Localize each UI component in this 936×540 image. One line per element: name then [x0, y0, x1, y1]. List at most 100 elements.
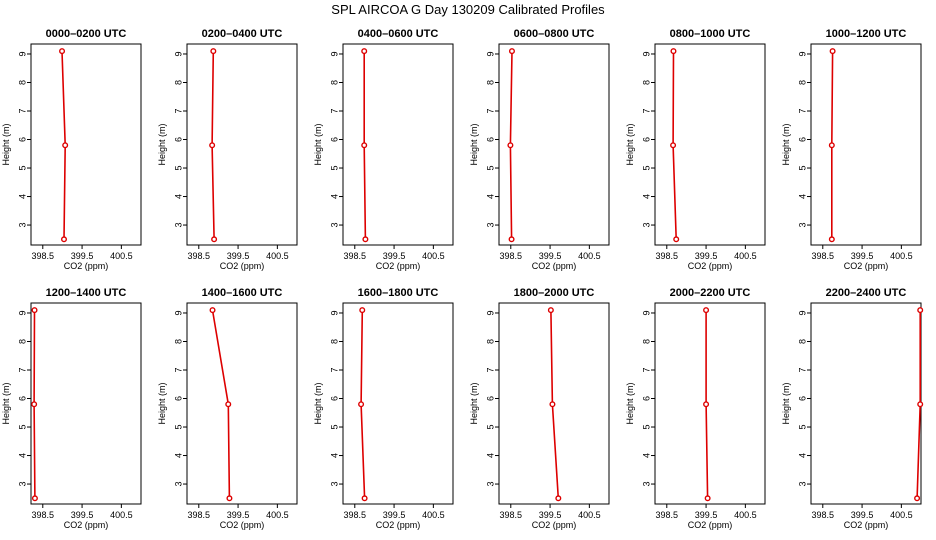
x-tick-label: 400.5: [422, 251, 445, 261]
x-tick-label: 399.5: [227, 251, 250, 261]
panel-title: 1200–1400 UTC: [46, 287, 127, 299]
plot-frame: [342, 43, 454, 246]
data-point: [670, 48, 677, 55]
x-tick-label: 399.5: [851, 510, 874, 520]
y-tick-label: 4: [329, 453, 339, 458]
data-point: [31, 495, 38, 502]
chart-panel-6: 1200–1400 UTC 398.5 399.5 400.5 3 4 5 6 7 8 9 CO2 (…: [1, 287, 142, 530]
y-tick-label: 6: [797, 396, 807, 401]
y-tick-label: 3: [485, 223, 495, 228]
x-tick-label: 399.5: [851, 251, 874, 261]
y-tick-label: 9: [17, 51, 27, 56]
chart-panel-7: 1400–1600 UTC 398.5 399.5 400.5 3 4 5 6 7 8 9 CO2 (…: [157, 287, 298, 530]
y-tick-label: 3: [797, 223, 807, 228]
y-axis-label: Height (m): [157, 382, 167, 424]
panel-title: 1600–1800 UTC: [358, 287, 439, 299]
data-point: [547, 307, 554, 314]
plot-frame: [30, 302, 142, 505]
chart-panel-10: 2000–2200 UTC 398.5 399.5 400.5 3 4 5 6 7 8 9 CO2 (…: [625, 287, 766, 530]
y-tick-label: 3: [17, 223, 27, 228]
chart-panel-0: 0000–0200 UTC 398.5 399.5 400.5 3 4 5 6 7 8 9 CO2 (…: [1, 28, 142, 271]
y-axis-label: Height (m): [313, 382, 323, 424]
chart-panel-9: 1800–2000 UTC 398.5 399.5 400.5 3 4 5 6 7 8 9 CO2 (…: [469, 287, 610, 530]
data-point: [361, 48, 368, 55]
y-axis-label: Height (m): [781, 123, 791, 165]
y-tick-label: 9: [329, 310, 339, 315]
x-tick-label: 399.5: [383, 251, 406, 261]
data-point: [211, 236, 218, 243]
y-tick-label: 3: [329, 223, 339, 228]
y-tick-label: 5: [329, 166, 339, 171]
data-point: [361, 142, 368, 149]
panel-title: 1000–1200 UTC: [826, 28, 907, 40]
y-tick-label: 9: [797, 51, 807, 56]
panel-title: 2200–2400 UTC: [826, 287, 907, 299]
data-point: [917, 401, 924, 408]
y-tick-label: 8: [17, 80, 27, 85]
x-tick-label: 399.5: [71, 251, 94, 261]
x-tick-label: 398.5: [32, 510, 55, 520]
y-tick-label: 4: [17, 194, 27, 199]
x-axis-label: CO2 (ppm): [220, 261, 265, 271]
y-axis-label: Height (m): [625, 123, 635, 165]
x-tick-label: 400.5: [734, 510, 757, 520]
y-tick-label: 7: [797, 367, 807, 372]
y-tick-label: 6: [329, 137, 339, 142]
y-tick-label: 7: [17, 108, 27, 113]
y-axis-label: Height (m): [469, 123, 479, 165]
x-tick-label: 400.5: [110, 251, 133, 261]
x-tick-label: 398.5: [656, 251, 679, 261]
data-point: [829, 48, 836, 55]
panel-title: 0000–0200 UTC: [46, 28, 127, 40]
y-tick-label: 4: [485, 194, 495, 199]
data-point: [362, 236, 369, 243]
plot-frame: [810, 43, 922, 246]
data-point: [508, 236, 515, 243]
x-axis-label: CO2 (ppm): [64, 261, 109, 271]
x-tick-label: 399.5: [227, 510, 250, 520]
y-tick-label: 7: [329, 367, 339, 372]
y-tick-label: 8: [641, 339, 651, 344]
y-axis-label: Height (m): [313, 123, 323, 165]
y-tick-label: 6: [17, 137, 27, 142]
y-tick-label: 7: [641, 108, 651, 113]
y-tick-label: 6: [329, 396, 339, 401]
y-axis-label: Height (m): [781, 382, 791, 424]
data-point: [359, 307, 366, 314]
x-tick-label: 400.5: [422, 510, 445, 520]
data-point: [226, 495, 233, 502]
plot-frame: [810, 302, 922, 505]
x-tick-label: 399.5: [539, 510, 562, 520]
plot-frame: [186, 302, 298, 505]
data-point: [210, 48, 217, 55]
y-tick-label: 8: [173, 80, 183, 85]
y-tick-label: 8: [329, 339, 339, 344]
data-point: [673, 236, 680, 243]
y-tick-label: 4: [797, 194, 807, 199]
x-tick-label: 398.5: [188, 510, 211, 520]
data-point: [31, 307, 38, 314]
y-tick-label: 4: [641, 194, 651, 199]
y-tick-label: 4: [329, 194, 339, 199]
y-tick-label: 5: [17, 425, 27, 430]
x-tick-label: 398.5: [656, 510, 679, 520]
y-tick-label: 6: [17, 396, 27, 401]
y-tick-label: 6: [797, 137, 807, 142]
data-point: [917, 307, 924, 314]
y-tick-label: 8: [329, 80, 339, 85]
x-tick-label: 398.5: [500, 251, 523, 261]
data-point: [209, 307, 216, 314]
y-tick-label: 7: [329, 108, 339, 113]
y-tick-label: 4: [485, 453, 495, 458]
y-tick-label: 6: [641, 396, 651, 401]
y-tick-label: 6: [173, 137, 183, 142]
x-tick-label: 398.5: [344, 510, 367, 520]
y-tick-label: 3: [485, 482, 495, 487]
plot-frame: [30, 43, 142, 246]
x-axis-label: CO2 (ppm): [844, 520, 889, 530]
chart-panel-3: 0600–0800 UTC 398.5 399.5 400.5 3 4 5 6 7 8 9 CO2 (…: [469, 28, 610, 271]
y-tick-label: 7: [17, 367, 27, 372]
x-axis-label: CO2 (ppm): [64, 520, 109, 530]
x-tick-label: 400.5: [266, 510, 289, 520]
x-tick-label: 399.5: [383, 510, 406, 520]
